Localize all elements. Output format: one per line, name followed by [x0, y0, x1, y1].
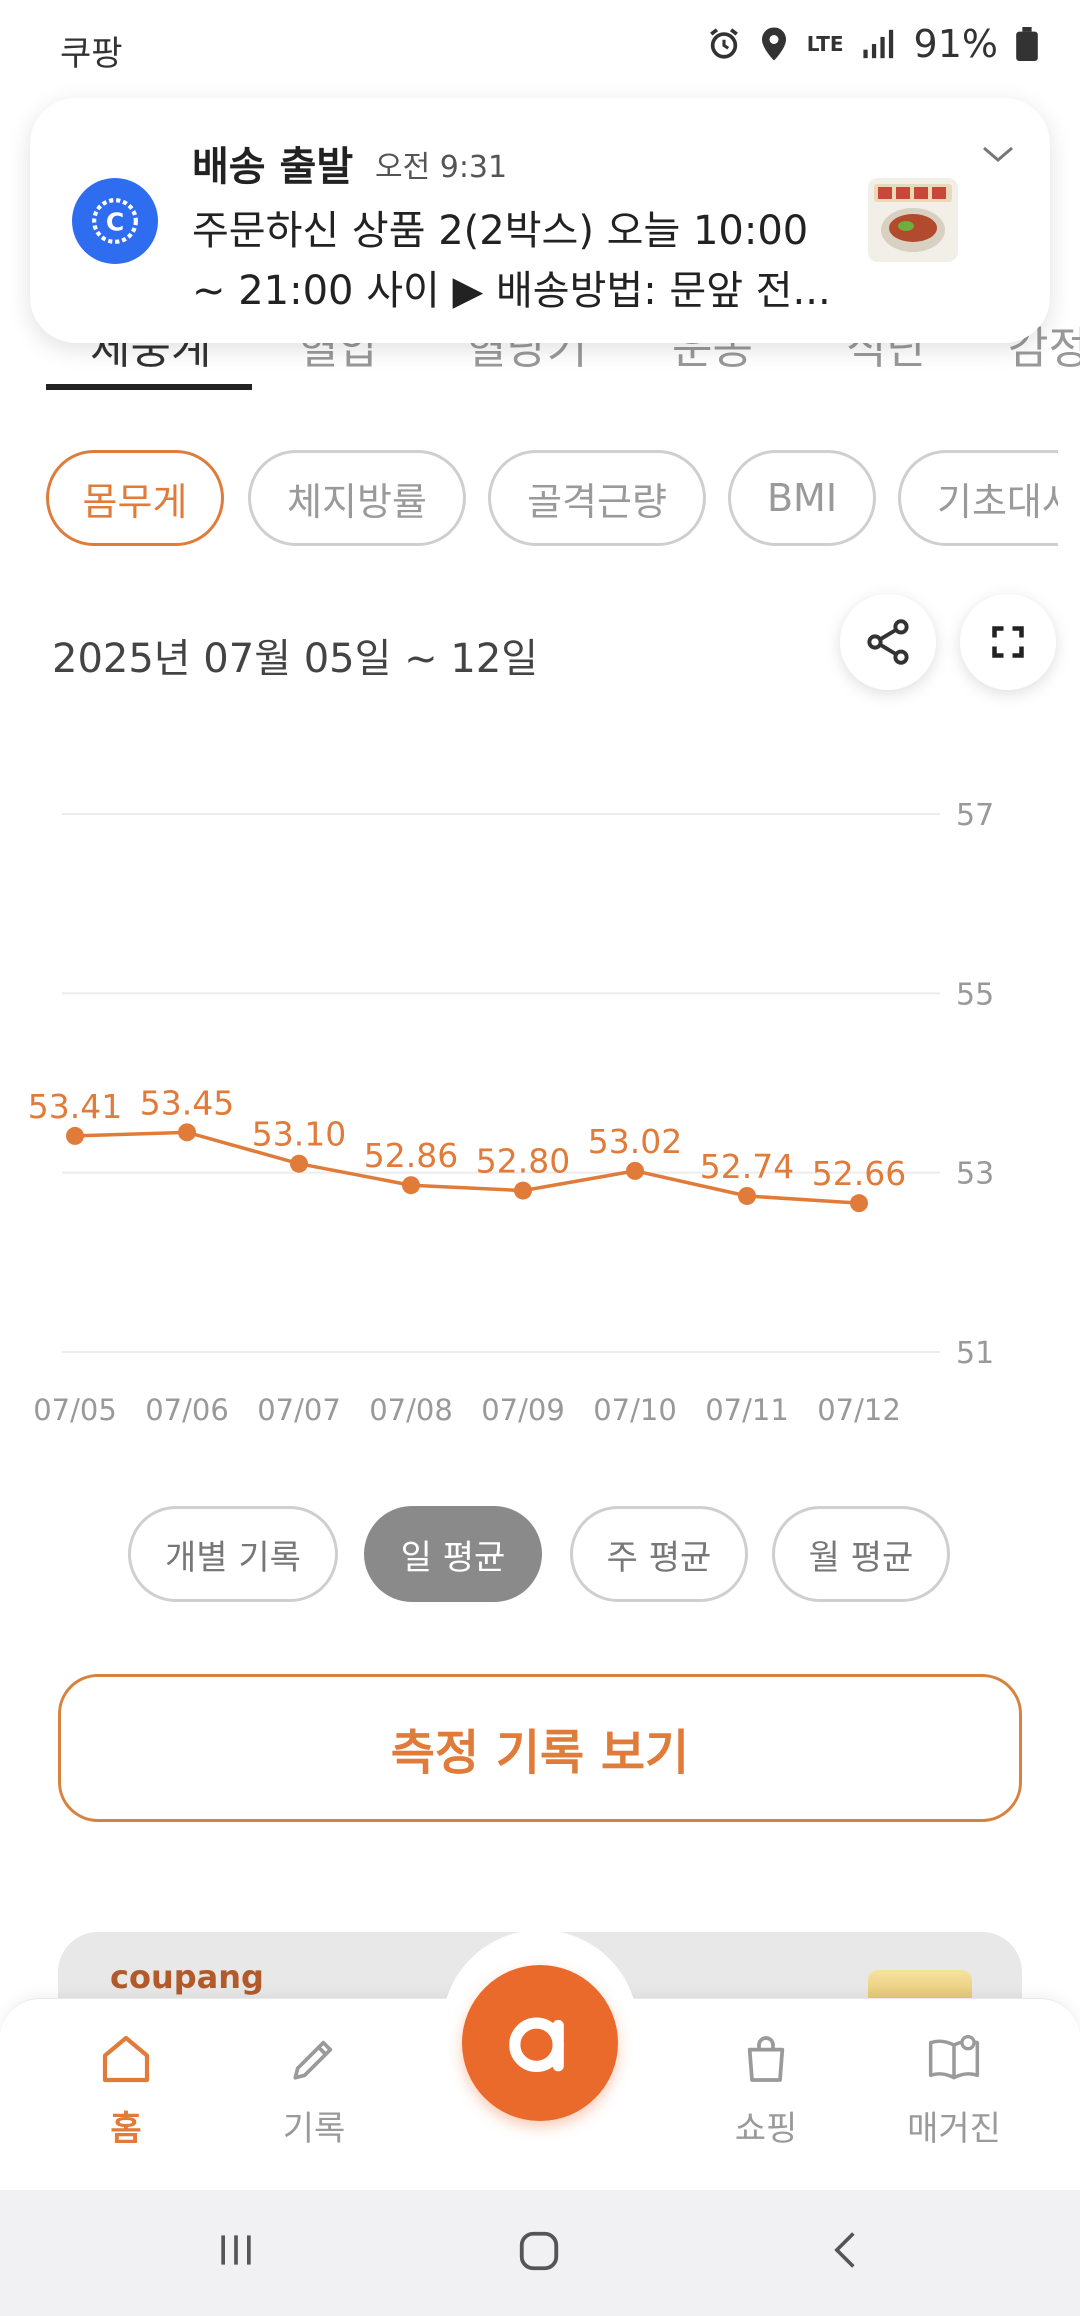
data-label: 53.41: [28, 1087, 122, 1126]
location-icon: [761, 27, 786, 61]
nav-home-label: 홈: [110, 2109, 142, 2149]
pill-weight[interactable]: 몸무게: [46, 450, 224, 546]
data-label: 52.86: [364, 1136, 458, 1175]
notification-title: 배송 출발: [192, 144, 354, 190]
x-tick-label: 07/09: [481, 1393, 565, 1427]
notification-body-line2: ~ 21:00 사이 ▶ 배송방법: 문앞 전...: [192, 268, 831, 314]
magazine-icon: [928, 2034, 980, 2080]
coupang-banner-logo: coupang: [110, 1958, 264, 1996]
center-action-button[interactable]: [462, 1965, 618, 2121]
pill-body-fat[interactable]: 체지방률: [248, 450, 466, 546]
battery-icon: [1016, 27, 1038, 61]
svg-text:C: C: [106, 207, 124, 236]
data-point: [178, 1123, 196, 1142]
nav-magazine[interactable]: 매거진: [884, 2031, 1024, 2150]
data-point: [402, 1176, 420, 1195]
x-tick-label: 07/11: [705, 1393, 789, 1427]
agg-weekly-button[interactable]: 주 평균: [570, 1506, 748, 1602]
notification-time: 오전 9:31: [375, 150, 508, 185]
alarm-icon: [709, 28, 738, 59]
home-icon: [102, 2035, 150, 2083]
nav-shopping[interactable]: 쇼핑: [696, 2031, 836, 2150]
product-thumbnail: [868, 178, 958, 262]
chevron-down-icon[interactable]: [978, 142, 1018, 170]
system-nav-bar: [0, 2190, 1080, 2316]
x-tick-label: 07/12: [817, 1393, 901, 1427]
pencil-icon: [293, 2040, 333, 2080]
fullscreen-icon: [992, 626, 1024, 658]
date-range: 2025년 07월 05일 ~ 12일: [52, 636, 539, 682]
nav-shopping-label: 쇼핑: [734, 2109, 798, 2149]
delivery-notification[interactable]: C 배송 출발 오전 9:31 주문하신 상품 2(2박스) 오늘 10:00 …: [30, 98, 1050, 343]
pill-bmr[interactable]: 기초대사: [898, 450, 1058, 546]
x-tick-label: 07/07: [257, 1393, 341, 1427]
fullscreen-button[interactable]: [960, 594, 1056, 690]
pill-muscle-mass[interactable]: 골격근량: [488, 450, 706, 546]
data-label: 52.74: [700, 1147, 794, 1186]
recent-apps-icon: [221, 2235, 251, 2265]
home-system-button[interactable]: [516, 2228, 562, 2278]
data-label: 53.10: [252, 1115, 346, 1154]
app-logo-icon: [509, 2017, 564, 2073]
recent-apps-button[interactable]: [214, 2228, 258, 2276]
data-label: 53.02: [588, 1122, 682, 1161]
metric-pills: 몸무게 체지방률 골격근량 BMI 기초대사: [0, 450, 1058, 550]
home-circle-icon: [519, 2231, 559, 2271]
x-tick-label: 07/08: [369, 1393, 453, 1427]
y-tick-label: 55: [956, 977, 994, 1012]
nav-home[interactable]: 홈: [56, 2031, 196, 2150]
status-app-name: 쿠팡: [60, 34, 123, 74]
active-tab-indicator: [46, 384, 252, 390]
notification-body-line1: 주문하신 상품 2(2박스) 오늘 10:00: [192, 208, 809, 254]
agg-daily-button[interactable]: 일 평균: [364, 1506, 542, 1602]
data-point: [850, 1194, 868, 1213]
status-icons: LTE 91%: [707, 22, 1038, 66]
y-tick-label: 57: [956, 798, 994, 833]
data-label: 53.45: [140, 1083, 234, 1122]
coupang-logo-icon: C: [72, 178, 158, 264]
x-tick-label: 07/10: [593, 1393, 677, 1427]
battery-percent: 91%: [913, 22, 998, 66]
data-point: [66, 1126, 84, 1145]
data-point: [514, 1181, 532, 1200]
data-point: [738, 1186, 756, 1205]
signal-icon: [862, 29, 893, 59]
y-tick-label: 51: [956, 1336, 994, 1371]
back-button[interactable]: [824, 2228, 868, 2276]
pill-bmi[interactable]: BMI: [728, 450, 876, 546]
nav-record[interactable]: 기록: [244, 2031, 384, 2150]
data-point: [290, 1154, 308, 1173]
view-records-button[interactable]: 측정 기록 보기: [58, 1674, 1022, 1822]
share-button[interactable]: [840, 594, 936, 690]
series-line: [74, 1130, 860, 1205]
data-point: [626, 1161, 644, 1180]
nav-record-label: 기록: [282, 2109, 346, 2149]
status-bar: 쿠팡 LTE 91%: [0, 0, 1080, 96]
network-type: LTE: [806, 32, 844, 56]
share-icon: [867, 619, 909, 665]
x-tick-label: 07/05: [33, 1393, 117, 1427]
nav-magazine-label: 매거진: [907, 2109, 1001, 2149]
x-tick-label: 07/06: [145, 1393, 229, 1427]
agg-monthly-button[interactable]: 월 평균: [772, 1506, 950, 1602]
data-label: 52.80: [476, 1142, 570, 1181]
back-icon: [834, 2232, 855, 2268]
shopping-bag-icon: [747, 2036, 785, 2082]
agg-individual-button[interactable]: 개별 기록: [128, 1506, 338, 1602]
data-label: 52.66: [812, 1154, 906, 1193]
weight-line-chart: 57 55 53 51 53.41 07/05 53.45 07/06 53.10 07/07 52…: [28, 798, 994, 1427]
y-tick-label: 53: [956, 1157, 994, 1192]
